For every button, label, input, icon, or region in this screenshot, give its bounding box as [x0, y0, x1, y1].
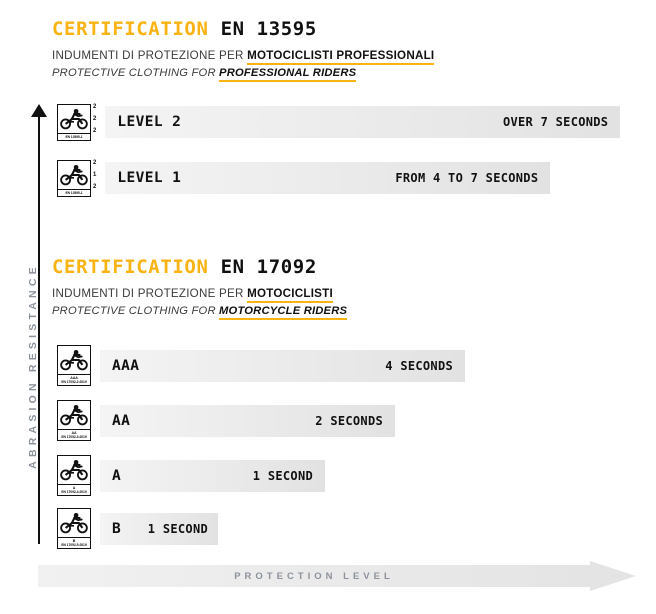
badge-pictogram-box: [57, 104, 91, 134]
certification-badge-b: B EN 17092-5:2019: [57, 508, 91, 550]
badge-standard-text: EN 17092-3:2019: [61, 434, 87, 439]
bar-label: AA: [112, 412, 131, 429]
bar-value: OVER 7 SECONDS: [502, 115, 609, 130]
bar-value: 2 SECONDS: [315, 413, 383, 428]
motorcyclist-icon: [60, 164, 88, 186]
abrasion-bar-level-1: LEVEL 1 FROM 4 TO 7 SECONDS: [105, 162, 551, 195]
bar-value: 4 SECONDS: [385, 358, 453, 373]
certification-badge-a: A EN 17092-4:2019: [57, 455, 91, 497]
section-title-code: EN 13595: [220, 18, 317, 40]
section-title-en13595: CERTIFICATION EN 13595: [52, 18, 434, 40]
badge-digit-1: 2: [93, 104, 97, 110]
table-row: B EN 17092-5:2019 B 1 SECOND: [57, 508, 218, 550]
subtitle-en-plain: PROTECTIVE CLOTHING FOR: [52, 67, 220, 79]
protection-axis-bar: [38, 565, 590, 587]
motorcyclist-icon: [60, 108, 88, 130]
bar-value: 1 SECOND: [147, 521, 208, 536]
protection-axis-label: PROTECTION LEVEL: [234, 570, 394, 582]
badge-digit-1: 2: [93, 160, 97, 166]
section-title-en17092: CERTIFICATION EN 17092: [52, 256, 347, 278]
section-en13595-header: CERTIFICATION EN 13595 INDUMENTI DI PROT…: [52, 18, 435, 82]
abrasion-axis-line: [38, 112, 40, 544]
badge-level-digits: 2 2 2: [93, 104, 96, 134]
badge-digit-3: 2: [93, 184, 97, 190]
section-subtitle-en-en13595: PROTECTIVE CLOTHING FOR PROFESSIONAL RID…: [52, 67, 434, 82]
certification-badge-aaa: AAA EN 17092-2:2019: [57, 345, 91, 387]
section-title-prefix: CERTIFICATION: [52, 18, 209, 40]
abrasion-bar-aaa: AAA 4 SECONDS: [100, 349, 465, 382]
bar-label: A: [112, 467, 122, 484]
table-row: AAA EN 17092-2:2019 AAA 4 SECONDS: [57, 345, 465, 387]
abrasion-bar-b: B 1 SECOND: [100, 512, 218, 545]
abrasion-bar-a: A 1 SECOND: [100, 459, 325, 492]
section-en17092-header: CERTIFICATION EN 17092 INDUMENTI DI PROT…: [52, 256, 348, 320]
table-row: AA EN 17092-3:2019 AA 2 SECONDS: [57, 400, 395, 442]
certification-badge-level-2: EN 13595-1 2 2 2: [57, 104, 96, 141]
bar-value: FROM 4 TO 7 SECONDS: [395, 171, 539, 186]
certification-badge-aa: AA EN 17092-3:2019: [57, 400, 91, 442]
badge-standard-text: EN 13595-1: [57, 134, 91, 141]
badge-level-digits: 2 1 2: [93, 160, 96, 190]
section-title-prefix: CERTIFICATION: [52, 256, 209, 278]
abrasion-bar-aa: AA 2 SECONDS: [100, 404, 395, 437]
badge-pictogram-box: [57, 160, 91, 190]
abrasion-bar-level-2: LEVEL 2 OVER 7 SECONDS: [105, 106, 621, 139]
badge-footer: AAA EN 17092-2:2019: [57, 375, 91, 387]
badge-class-text: AA: [71, 430, 77, 435]
badge-footer: A EN 17092-4:2019: [57, 485, 91, 497]
motorcyclist-icon: [60, 404, 88, 426]
badge-standard-text: EN 17092-2:2019: [61, 379, 87, 384]
badge-standard-text: EN 17092-4:2019: [61, 489, 87, 494]
section-subtitle-it-en13595: INDUMENTI DI PROTEZIONE PER MOTOCICLISTI…: [52, 49, 435, 65]
badge-footer: B EN 17092-5:2019: [57, 538, 91, 550]
badge-digit-3: 2: [93, 128, 97, 134]
section-subtitle-it-en17092: INDUMENTI DI PROTEZIONE PER MOTOCICLISTI: [52, 287, 347, 303]
abrasion-axis-label: ABRASION RESISTANCE: [27, 263, 39, 469]
table-row: A EN 17092-4:2019 A 1 SECOND: [57, 455, 325, 497]
subtitle-it-bold: MOTOCICLISTI: [247, 287, 333, 303]
badge-pictogram-box: [57, 400, 91, 430]
section-subtitle-en-en17092: PROTECTIVE CLOTHING FOR MOTORCYCLE RIDER…: [52, 305, 348, 320]
abrasion-axis-arrow-icon: [31, 104, 47, 117]
badge-digit-2: 2: [93, 116, 97, 122]
subtitle-it-plain: INDUMENTI DI PROTEZIONE PER: [52, 287, 248, 300]
badge-class-text: AAA: [70, 375, 78, 380]
section-title-code: EN 17092: [220, 256, 317, 278]
bar-label: LEVEL 2: [117, 114, 182, 131]
bar-value: 1 SECOND: [252, 468, 313, 483]
badge-class-text: B: [72, 538, 76, 543]
subtitle-it-bold: MOTOCICLISTI PROFESSIONALI: [247, 49, 435, 65]
protection-level-axis: PROTECTION LEVEL: [38, 561, 638, 591]
badge-standard-text: EN 17092-5:2019: [61, 542, 87, 547]
bar-label: AAA: [112, 357, 140, 374]
motorcyclist-icon: [60, 349, 88, 371]
subtitle-it-plain: INDUMENTI DI PROTEZIONE PER: [52, 49, 248, 62]
badge-digit-2: 1: [93, 172, 97, 178]
badge-pictogram-box: [57, 455, 91, 485]
badge-pictogram-box: [57, 508, 91, 538]
badge-standard-text: EN 13595-1: [57, 190, 91, 197]
bar-label: LEVEL 1: [117, 170, 182, 187]
protection-axis-arrow-icon: [590, 561, 636, 591]
table-row: EN 13595-1 2 2 2 LEVEL 2 OVER 7 SECONDS: [57, 104, 621, 141]
bar-label: B: [112, 520, 122, 537]
subtitle-en-bold: PROFESSIONAL RIDERS: [219, 67, 357, 82]
subtitle-en-bold: MOTORCYCLE RIDERS: [219, 305, 348, 320]
motorcyclist-icon: [60, 459, 88, 481]
badge-footer: AA EN 17092-3:2019: [57, 430, 91, 442]
subtitle-en-plain: PROTECTIVE CLOTHING FOR: [52, 305, 220, 317]
table-row: EN 13595-1 2 1 2 LEVEL 1 FROM 4 TO 7 SEC…: [57, 160, 551, 197]
badge-pictogram-box: [57, 345, 91, 375]
badge-class-text: A: [72, 485, 76, 490]
certification-badge-level-1: EN 13595-1 2 1 2: [57, 160, 96, 197]
motorcyclist-icon: [60, 512, 88, 534]
